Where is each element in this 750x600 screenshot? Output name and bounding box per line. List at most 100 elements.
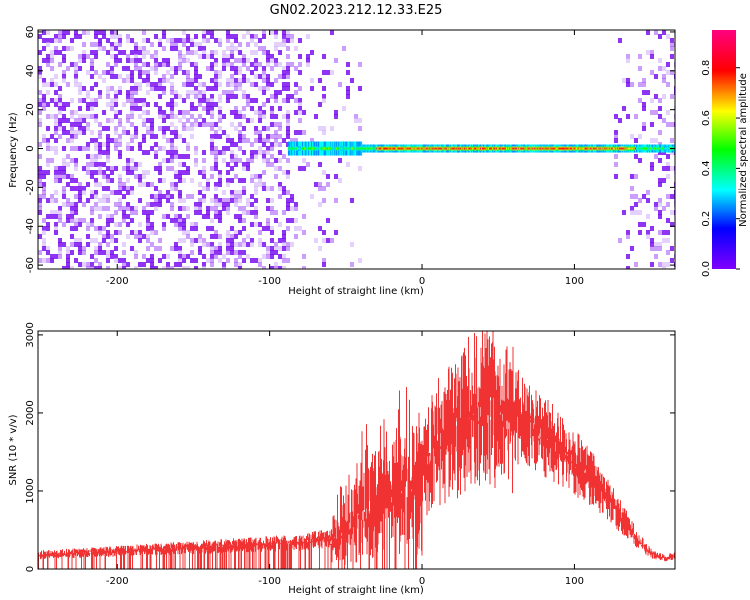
- spectrogram-cell: [130, 206, 134, 211]
- spectrogram-cell: [198, 46, 202, 51]
- spectrogram-cell: [166, 198, 170, 203]
- signal-band-core: [288, 147, 291, 150]
- spectrogram-cell: [206, 102, 210, 107]
- spectrogram-cell: [334, 198, 338, 203]
- spectrogram-cell: [238, 146, 242, 151]
- spectrogram-cell: [294, 138, 298, 143]
- spectrogram-cell: [214, 102, 218, 107]
- spectrogram-cell: [66, 154, 70, 159]
- spectrogram-cell: [154, 58, 158, 63]
- spectrogram-cell: [658, 66, 662, 71]
- spectrogram-cell: [650, 262, 654, 267]
- spectrogram-cell: [190, 194, 194, 199]
- spectrogram-cell: [358, 166, 362, 171]
- signal-band-core: [369, 147, 372, 150]
- signal-band-core: [561, 147, 564, 150]
- spectrogram-cell: [222, 146, 226, 151]
- spectrogram-cell: [286, 94, 290, 99]
- spectrogram-cell: [118, 42, 122, 47]
- spectrogram-cell: [46, 62, 50, 67]
- spectrogram-cell: [150, 86, 154, 91]
- spectrogram-cell: [134, 230, 138, 235]
- signal-band-core: [507, 147, 509, 150]
- x-tick-label: 0: [419, 276, 425, 287]
- spectrogram-cell: [210, 134, 214, 139]
- signal-band-core: [587, 147, 590, 150]
- spectrogram-cell: [142, 210, 146, 215]
- spectrogram-cell: [234, 106, 238, 111]
- spectrogram-cell: [258, 182, 262, 187]
- spectrogram-cell: [238, 50, 242, 55]
- spectrogram-cell: [38, 166, 42, 171]
- spectrogram-cell: [146, 90, 150, 95]
- spectrogram-cell: [338, 158, 342, 163]
- spectrogram-cell: [634, 202, 638, 207]
- signal-band-core: [650, 147, 652, 150]
- spectrogram-cell: [274, 34, 278, 39]
- signal-band-core: [407, 147, 410, 150]
- spectrogram-cell: [254, 110, 258, 115]
- spectrogram-cell: [170, 194, 174, 199]
- spectrogram-cell: [278, 50, 282, 55]
- spectrogram-cell: [138, 234, 142, 239]
- spectrogram-cell: [162, 194, 166, 199]
- spectrogram-cell: [286, 134, 290, 139]
- spectrogram-cell: [190, 50, 194, 55]
- spectrogram-cell: [198, 114, 202, 119]
- spectrogram-cell: [166, 62, 170, 67]
- spectrogram-cell: [102, 234, 106, 239]
- spectrogram-cell: [206, 110, 210, 115]
- spectrogram-cell: [234, 82, 238, 87]
- spectrogram-cell: [130, 158, 134, 163]
- spectrogram-cell: [666, 82, 670, 87]
- spectrogram-cell: [118, 190, 122, 195]
- spectrogram-cell: [250, 142, 254, 147]
- spectrogram-cell: [106, 134, 110, 139]
- spectrogram-cell: [230, 90, 234, 95]
- spectrogram-cell: [102, 186, 106, 191]
- spectrogram-cell: [218, 182, 222, 187]
- signal-band-core: [348, 147, 351, 150]
- spectrogram-cell: [282, 258, 286, 263]
- signal-band-core: [520, 147, 523, 150]
- spectrogram-cell: [90, 154, 94, 159]
- spectrogram-cell: [138, 114, 142, 119]
- spectrogram-cell: [114, 54, 118, 59]
- spectrogram-cell: [662, 238, 666, 243]
- spectrogram-cell: [286, 130, 290, 135]
- spectrogram-cell: [138, 70, 142, 75]
- spectrogram-cell: [254, 186, 258, 191]
- signal-band-core: [525, 147, 528, 150]
- spectrogram-frame: [37, 29, 676, 270]
- spectrogram-cell: [242, 150, 246, 155]
- spectrogram-cell: [242, 186, 246, 191]
- signal-band-core: [297, 147, 300, 150]
- spectrogram-cell: [218, 114, 222, 119]
- signal-band-core: [490, 147, 492, 150]
- spectrogram-cell: [166, 190, 170, 195]
- signal-band-core: [451, 147, 454, 150]
- signal-band-core: [596, 147, 599, 150]
- spectrogram-cell: [258, 178, 262, 183]
- spectrogram-cell: [186, 214, 190, 219]
- spectrogram-cell: [194, 202, 198, 207]
- spectrogram-cell: [202, 118, 206, 123]
- spectrogram-cell: [158, 198, 162, 203]
- spectrogram-cell: [626, 254, 630, 259]
- spectrogram-cell: [62, 118, 66, 123]
- spectrogram-cell: [74, 134, 78, 139]
- spectrogram-cell: [234, 194, 238, 199]
- spectrogram-cell: [122, 186, 126, 191]
- spectrogram-cell: [82, 130, 86, 135]
- spectrogram-cell: [322, 86, 326, 91]
- spectrogram-cell: [182, 254, 186, 259]
- spectrogram-cell: [186, 90, 190, 95]
- signal-band-core: [619, 147, 622, 150]
- signal-band-core: [389, 147, 392, 150]
- spectrogram-cell: [214, 246, 218, 251]
- spectrogram-cell: [306, 62, 310, 67]
- spectrogram-cell: [74, 74, 78, 79]
- spectrogram-cell: [210, 106, 214, 111]
- spectrogram-cell: [78, 190, 82, 195]
- signal-band-core: [391, 147, 394, 150]
